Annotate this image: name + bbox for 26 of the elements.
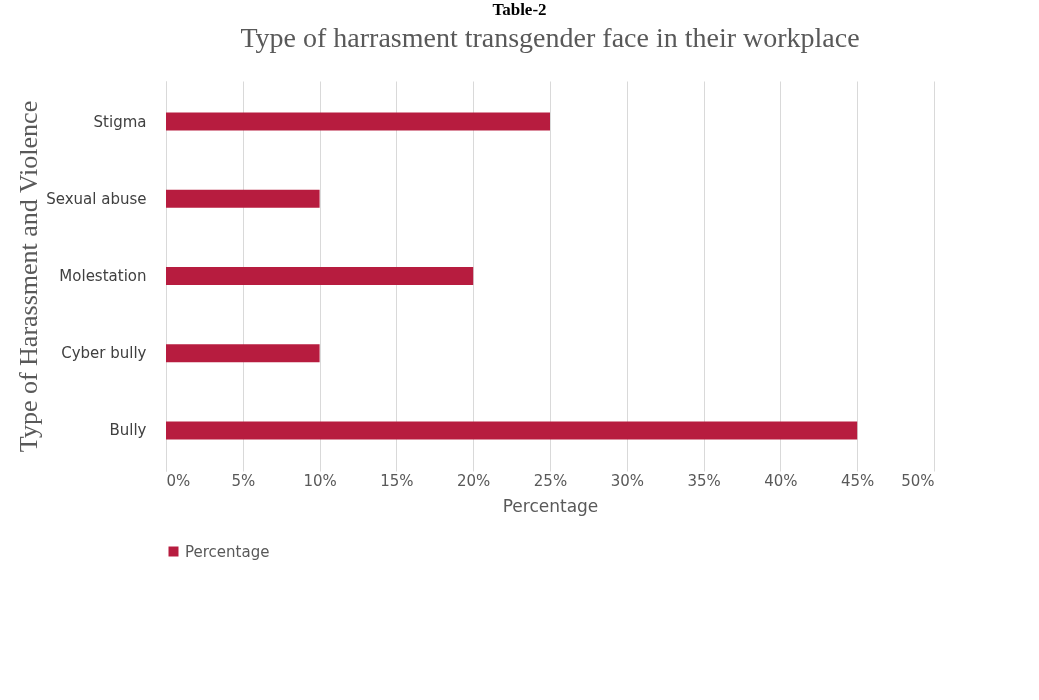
x-tick-label: 20% — [457, 471, 491, 490]
y-tick-label: Molestation — [59, 267, 147, 285]
x-tick-label: 35% — [687, 471, 721, 490]
y-tick-label: Cyber bully — [61, 344, 147, 363]
x-tick-label: 10% — [303, 471, 337, 490]
x-tick-label: 30% — [610, 471, 644, 490]
bar — [166, 112, 550, 131]
bar — [166, 344, 320, 363]
bar — [166, 189, 320, 208]
bar — [166, 267, 474, 285]
legend-label: Percentage — [185, 542, 270, 561]
y-tick-label: Sexual abuse — [46, 189, 147, 208]
x-tick-label: 15% — [380, 471, 414, 490]
x-tick-label: 5% — [231, 471, 256, 490]
x-axis-title: Percentage — [502, 495, 599, 516]
y-tick-label: Bully — [109, 421, 147, 440]
x-tick-label: 50% — [901, 471, 935, 490]
x-tick-label: 45% — [841, 471, 875, 490]
y-axis-title: Type of Harassment and Violence — [14, 100, 44, 453]
y-tick-label: Stigma — [93, 112, 147, 131]
chart-title: Type of harrasment transgender face in their workplace — [240, 22, 860, 53]
text: Table-2 — [491, 0, 548, 20]
x-tick-label: 40% — [764, 471, 798, 490]
x-tick-label: 25% — [533, 471, 568, 490]
bar — [166, 421, 858, 440]
x-tick-label: 0% — [166, 471, 191, 490]
